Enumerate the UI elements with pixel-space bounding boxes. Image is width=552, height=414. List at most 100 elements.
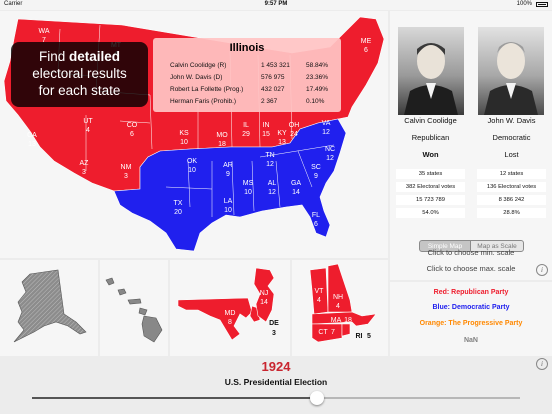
state-label-tn: TN [265,152,274,159]
state-label-oh: OH [289,122,300,129]
label-nh: NH [333,294,343,301]
new-england-inset[interactable]: VT 4 NH 4 MA 18 CT 7 RI 5 [292,260,388,356]
state-label-la: LA [224,198,233,205]
state-labels: WA7MT4ME6CA13UT4CO6KS10MO18IN15OH24KY13I… [27,28,371,228]
state-ev-nm: 3 [124,173,128,180]
state-ev-nc: 12 [326,155,334,162]
state-label-ok: OK [187,158,197,165]
popup-candidate-name: John W. Davis (D) [170,74,223,81]
state-ev-tn: 12 [266,161,274,168]
state-ev-ky: 13 [278,139,286,146]
label-vt: VT [315,288,325,295]
mid-atlantic-map: NJ 14 MD 8 DE 3 [177,267,279,341]
popup-candidate-votes: 432 027 [261,86,285,93]
candidates-panel: Calvin Coolidge John W. Davis Republican… [390,11,552,280]
popup-candidate-pct: 23.36% [306,74,329,81]
popup-result-row: Herman Faris (Prohib.) 2 367 0.10% [153,98,341,108]
year-slider-track[interactable] [32,397,520,399]
state-label-wa: WA [38,28,49,35]
state-ev-ga: 14 [292,189,300,196]
popup-state-title: Illinois [229,42,265,54]
banner-bold-word: detailed [69,49,121,64]
label-ma: MA [331,317,342,324]
clock: 9:57 PM [264,1,288,7]
popup-result-row: John W. Davis (D) 576 975 23.36% [153,74,341,84]
popup-candidate-name: Herman Faris (Prohib.) [170,98,237,105]
candidate-name: John W. Davis [487,116,536,125]
label-md-ev: 8 [228,319,232,326]
state-label-fl: FL [312,212,320,219]
state-label-az: AZ [80,160,90,167]
popup-candidate-votes: 2 367 [261,98,278,105]
alaska-map [13,269,87,343]
state-ev-in: 15 [262,131,270,138]
map-as-scale-toggle[interactable]: Map as Scale [470,240,524,252]
label-vt-ev: 4 [317,297,321,304]
coolidge-portrait-icon [404,43,458,115]
mid-atlantic-inset[interactable]: NJ 14 MD 8 DE 3 [170,260,290,356]
label-ma-ev: 18 [344,317,352,324]
min-scale-hint[interactable]: Click to choose min. scale [427,248,515,257]
label-de: DE [269,320,279,327]
connecticut-shape[interactable] [311,323,343,343]
state-ev-ca: 13 [28,141,36,148]
banner-prefix: Find [38,49,66,64]
maryland-shape[interactable] [177,297,253,341]
popup-candidate-pct: 58.84% [306,62,329,69]
candidate-electoral: 136 Electoral votes [477,182,546,192]
popup-candidate-votes: 1 453 321 [261,62,290,69]
hawaii-inset[interactable] [100,260,168,356]
state-ev-co: 6 [130,131,134,138]
state-ev-me: 6 [364,47,368,54]
max-scale-hint[interactable]: Click to choose max. scale [426,264,516,273]
state-label-tx: TX [174,200,183,207]
year-slider-fill [32,397,318,399]
state-ev-oh: 24 [290,131,298,138]
state-ev-mo: 18 [218,141,226,148]
state-label-sc: SC [311,164,321,171]
rhode-island-shape[interactable] [341,323,351,337]
label-nj: NJ [260,290,269,297]
year-slider-thumb[interactable] [310,391,325,405]
state-label-ks: KS [179,130,189,137]
state-ev-az: 3 [82,169,86,176]
state-label-il: IL [243,122,249,129]
state-ev-ut: 4 [86,127,90,134]
state-ev-ks: 10 [180,139,188,146]
popup-candidate-pct: 0.10% [306,98,325,105]
state-label-ga: GA [291,180,301,187]
state-ev-il: 29 [242,131,250,138]
alaska-inset[interactable] [0,260,98,356]
state-label-ar: AR [223,162,233,169]
state-ev-la: 10 [224,207,232,214]
label-md: MD [225,310,236,317]
state-label-ca: CA [27,132,37,139]
new-england-map: VT 4 NH 4 MA 18 CT 7 RI 5 [309,263,377,343]
state-ev-wa: 7 [42,37,46,44]
status-bar: Carrier 9:57 PM 100% [0,0,552,10]
candidate-party: Democratic [492,133,531,142]
map-region-democratic[interactable] [113,118,347,252]
state-label-ky: KY [277,130,287,137]
label-nj-ev: 14 [260,299,268,306]
popup-result-row: Robert La Follette (Prog.) 432 027 17.49… [153,86,341,96]
label-ct-ev: 7 [331,329,335,336]
battery-percent: 100% [516,1,532,7]
legend-panel [390,282,552,356]
vermont-shape[interactable] [309,267,329,315]
state-ev-tx: 20 [174,209,182,216]
massachusetts-shape[interactable] [311,311,377,327]
candidate-states: 35 states [396,169,465,179]
candidate-name: Calvin Coolidge [404,116,457,125]
label-ct: CT [318,329,328,336]
state-ev-sc: 9 [314,173,318,180]
new-hampshire-shape[interactable] [327,263,353,313]
election-title: U.S. Presidential Election [224,377,328,387]
popup-candidate-name: Calvin Coolidge (R) [170,62,227,69]
info-icon[interactable]: i [536,358,548,370]
candidate-percent: 28.8% [477,208,546,218]
new-jersey-shape[interactable] [253,267,275,323]
info-icon[interactable]: i [536,264,548,276]
state-label-ut: UT [83,118,93,125]
state-label-me: ME [361,38,372,45]
